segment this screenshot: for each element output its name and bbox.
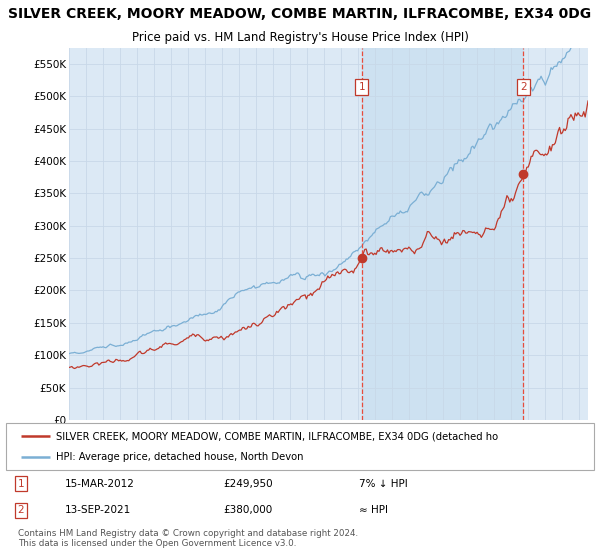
Bar	[362, 48, 523, 420]
FancyBboxPatch shape	[6, 423, 594, 470]
Text: 2: 2	[520, 82, 527, 92]
Text: Price paid vs. HM Land Registry's House Price Index (HPI): Price paid vs. HM Land Registry's House …	[131, 31, 469, 44]
Text: 1: 1	[358, 82, 365, 92]
Text: HPI: Average price, detached house, North Devon: HPI: Average price, detached house, Nort…	[56, 452, 304, 462]
Text: £380,000: £380,000	[224, 505, 273, 515]
Text: ≈ HPI: ≈ HPI	[359, 505, 388, 515]
Text: 2: 2	[17, 505, 24, 515]
Text: 13-SEP-2021: 13-SEP-2021	[65, 505, 131, 515]
Text: 1: 1	[17, 479, 24, 489]
Text: 7% ↓ HPI: 7% ↓ HPI	[359, 479, 407, 489]
Text: Contains HM Land Registry data © Crown copyright and database right 2024.
This d: Contains HM Land Registry data © Crown c…	[18, 529, 358, 548]
Text: 15-MAR-2012: 15-MAR-2012	[65, 479, 134, 489]
Text: SILVER CREEK, MOORY MEADOW, COMBE MARTIN, ILFRACOMBE, EX34 0DG (detached ho: SILVER CREEK, MOORY MEADOW, COMBE MARTIN…	[56, 431, 498, 441]
Text: SILVER CREEK, MOORY MEADOW, COMBE MARTIN, ILFRACOMBE, EX34 0DG: SILVER CREEK, MOORY MEADOW, COMBE MARTIN…	[8, 7, 592, 21]
Text: £249,950: £249,950	[224, 479, 273, 489]
